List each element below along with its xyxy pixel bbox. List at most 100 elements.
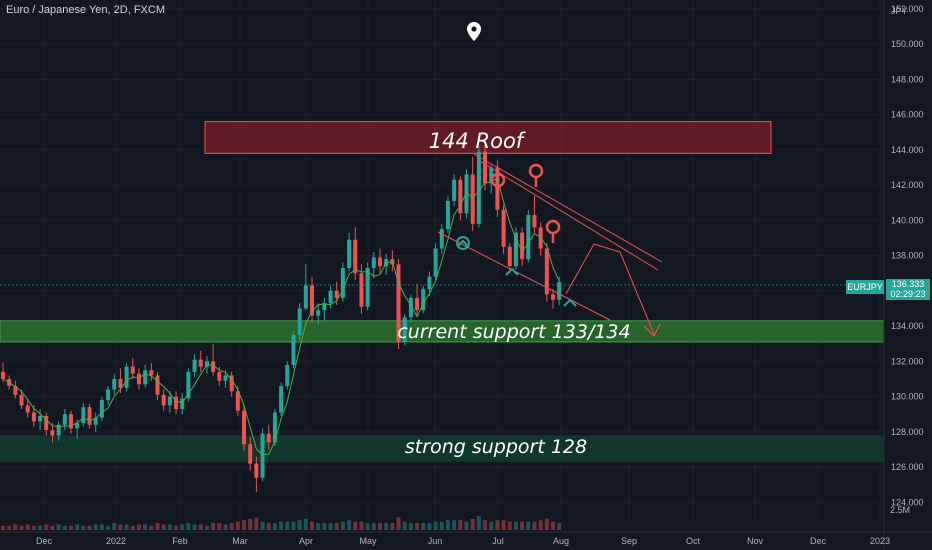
volume-bar xyxy=(340,521,345,530)
price-tick-label: 152.000 xyxy=(891,4,924,14)
volume-bar xyxy=(1,525,5,530)
volume-bar xyxy=(421,523,426,530)
candle-body xyxy=(118,378,123,388)
candle-body xyxy=(62,414,67,425)
candle-body xyxy=(427,276,432,290)
candle-body xyxy=(1,371,5,379)
candle-body xyxy=(266,433,271,443)
volume-bar xyxy=(204,525,209,530)
candle-body xyxy=(458,179,463,214)
candle-body xyxy=(445,200,450,230)
candle-body xyxy=(68,414,73,429)
candle-body xyxy=(260,433,265,478)
strong-support-label: strong support 128 xyxy=(405,436,587,458)
volume-bar xyxy=(62,525,67,530)
candle-body xyxy=(415,297,420,311)
price-tick-label: 138.000 xyxy=(891,251,924,261)
candle-body xyxy=(186,371,191,399)
candle-body xyxy=(143,370,148,385)
candle-body xyxy=(217,371,222,381)
volume-bar xyxy=(248,518,253,530)
chart-title: Euro / Japanese Yen, 2D, FXCM xyxy=(6,4,165,16)
price-tick-label: 140.000 xyxy=(891,215,924,225)
price-tag: EURJPY 136.333 02:29:23 xyxy=(846,279,930,300)
candle-body xyxy=(198,359,203,367)
candle-body xyxy=(279,386,284,413)
volume-bar xyxy=(322,523,327,530)
volume-bar xyxy=(303,518,308,530)
candle-body xyxy=(452,179,457,201)
volume-scale-label: 2.5M xyxy=(890,505,910,515)
price-value: 136.333 xyxy=(886,279,930,290)
candle-body xyxy=(235,391,240,411)
time-tick-label: Feb xyxy=(172,536,188,546)
volume-bar xyxy=(353,521,358,530)
candle-body xyxy=(322,303,327,311)
volume-bar xyxy=(470,518,475,530)
strong-support-zone xyxy=(0,435,884,462)
time-tick-label: Oct xyxy=(686,536,701,546)
volume-bar xyxy=(483,520,488,530)
candle-body xyxy=(489,167,494,184)
time-tick-label: 2022 xyxy=(106,536,126,546)
volume-bar xyxy=(310,521,314,530)
symbol-tag: EURJPY xyxy=(846,280,884,294)
volume-bar xyxy=(495,520,500,530)
candle-body xyxy=(371,257,376,268)
volume-bar xyxy=(211,523,216,530)
candle-body xyxy=(272,412,277,443)
volume-bar xyxy=(31,525,36,530)
volume-bar xyxy=(297,520,302,530)
candle-body xyxy=(50,430,55,436)
candle-body xyxy=(476,151,481,224)
candle-body xyxy=(56,424,61,436)
price-tick-label: 146.000 xyxy=(891,110,924,120)
candle-body xyxy=(38,416,43,422)
volume-bar xyxy=(347,520,352,530)
volume-bar xyxy=(13,524,18,530)
candle-body xyxy=(31,412,36,422)
bar-countdown: 02:29:23 xyxy=(886,289,930,300)
trend-drawings xyxy=(437,153,663,338)
candle-body xyxy=(99,400,104,418)
volume-bar xyxy=(266,523,271,530)
volume-bar xyxy=(507,521,512,530)
time-tick-label: Dec xyxy=(36,536,53,546)
volume-bar xyxy=(291,521,296,530)
projection-path xyxy=(565,243,655,335)
candle-body xyxy=(396,264,401,342)
candle-body xyxy=(149,370,154,376)
time-tick-label: Apr xyxy=(299,536,313,546)
candle-body xyxy=(501,209,506,247)
volume-bar xyxy=(87,525,92,530)
price-tick-label: 148.000 xyxy=(891,74,924,84)
volume-bar xyxy=(365,523,370,530)
volume-bar xyxy=(217,523,222,530)
volume-bar xyxy=(489,521,494,530)
volume-bar xyxy=(402,521,407,530)
candle-body xyxy=(106,389,111,401)
time-tick-label: Sep xyxy=(621,536,637,546)
volume-bar xyxy=(260,521,265,530)
candle-body xyxy=(25,405,30,413)
volume-bar xyxy=(192,524,197,530)
volume-bar xyxy=(532,521,537,530)
candle-body xyxy=(408,297,413,318)
volume-bar xyxy=(408,523,413,530)
volume-bar xyxy=(99,524,104,530)
volume-bar xyxy=(452,520,457,530)
volume-bar xyxy=(118,524,123,530)
location-pin-icon xyxy=(467,22,481,41)
roof-zone xyxy=(204,121,772,154)
candle-body xyxy=(223,375,228,381)
price-tick-label: 130.000 xyxy=(891,392,924,402)
volume-bar xyxy=(415,523,420,530)
time-tick-label: Dec xyxy=(810,536,827,546)
zone-labels: 144 Roof current support 133/134 strong … xyxy=(397,129,630,458)
candle-body xyxy=(470,174,475,224)
candle-body xyxy=(303,285,308,309)
volume-bar xyxy=(390,523,395,530)
volume-bar xyxy=(384,523,389,530)
volume-bar xyxy=(167,524,172,530)
volume-bar xyxy=(551,521,556,530)
